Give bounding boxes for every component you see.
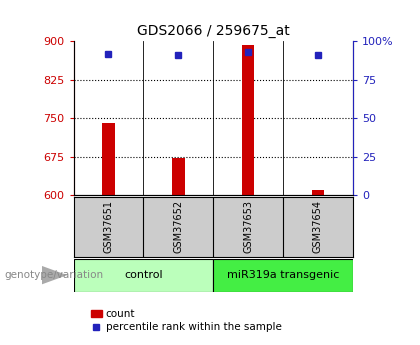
Text: GSM37652: GSM37652 xyxy=(173,200,183,253)
Bar xyxy=(312,190,324,195)
Polygon shape xyxy=(42,266,67,284)
Bar xyxy=(102,123,115,195)
Bar xyxy=(172,158,184,195)
Text: control: control xyxy=(124,270,163,280)
Bar xyxy=(74,259,213,292)
Text: genotype/variation: genotype/variation xyxy=(4,270,103,280)
Legend: count, percentile rank within the sample: count, percentile rank within the sample xyxy=(87,305,286,336)
Bar xyxy=(213,259,353,292)
Text: GSM37651: GSM37651 xyxy=(103,200,113,253)
Bar xyxy=(242,45,255,195)
Text: miR319a transgenic: miR319a transgenic xyxy=(227,270,339,280)
Text: GSM37653: GSM37653 xyxy=(243,200,253,253)
Title: GDS2066 / 259675_at: GDS2066 / 259675_at xyxy=(137,23,289,38)
Text: GSM37654: GSM37654 xyxy=(313,200,323,253)
